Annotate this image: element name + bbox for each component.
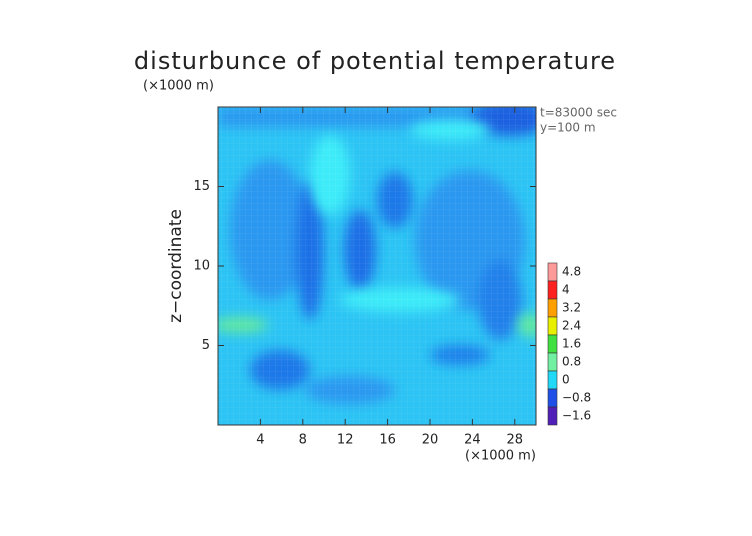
x-tick-label: 12 bbox=[337, 433, 354, 448]
colorbar-label: 4 bbox=[562, 283, 570, 297]
colorbar-box bbox=[547, 334, 558, 354]
chart-title: disturbunce of potential temperature bbox=[134, 47, 616, 75]
colorbar-label: −1.6 bbox=[562, 409, 591, 423]
colorbar-label: 4.8 bbox=[562, 265, 581, 279]
colorbar-box bbox=[547, 316, 558, 336]
colorbar-box bbox=[547, 406, 558, 426]
x-tick-label: 20 bbox=[422, 433, 439, 448]
x-tick-label: 16 bbox=[379, 433, 396, 448]
colorbar-box bbox=[547, 280, 558, 300]
colorbar-label: 3.2 bbox=[562, 301, 581, 315]
y-axis-label: z−coordinate bbox=[166, 209, 186, 323]
colorbar-box bbox=[547, 298, 558, 318]
colorbar-label: 0.8 bbox=[562, 355, 581, 369]
colorbar-label: −0.8 bbox=[562, 391, 591, 405]
colorbar-box bbox=[547, 352, 558, 372]
annotation: t=83000 sec bbox=[540, 106, 617, 120]
x-unit-label: (×1000 m) bbox=[465, 449, 536, 464]
y-tick-label: 5 bbox=[202, 338, 210, 353]
x-tick-label: 8 bbox=[299, 433, 307, 448]
annotation: y=100 m bbox=[540, 121, 596, 135]
colorbar-box bbox=[547, 370, 558, 390]
colorbar-label: 0 bbox=[562, 373, 570, 387]
y-tick-label: 10 bbox=[193, 259, 210, 274]
y-tick-label: 15 bbox=[193, 179, 210, 194]
colorbar-label: 2.4 bbox=[562, 319, 581, 333]
x-tick-label: 24 bbox=[464, 433, 481, 448]
colorbar-box bbox=[547, 388, 558, 408]
x-tick-label: 4 bbox=[256, 433, 264, 448]
colorbar-label: 1.6 bbox=[562, 337, 581, 351]
y-unit-label: (×1000 m) bbox=[143, 79, 214, 94]
field bbox=[218, 107, 536, 425]
x-tick-label: 28 bbox=[507, 433, 524, 448]
colorbar-box bbox=[547, 262, 558, 282]
